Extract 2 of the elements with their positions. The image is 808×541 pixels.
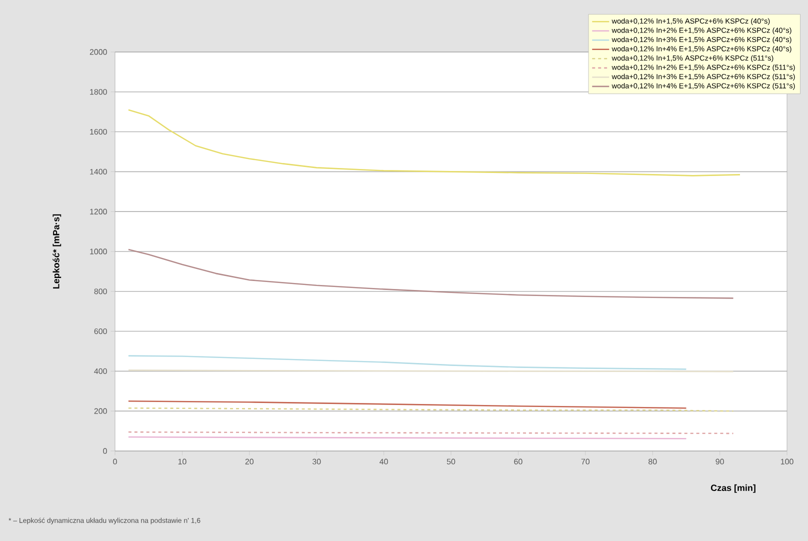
- y-axis-title: Lepkość* [mPa·s]: [52, 214, 62, 289]
- x-axis-title: Czas [min]: [710, 484, 756, 493]
